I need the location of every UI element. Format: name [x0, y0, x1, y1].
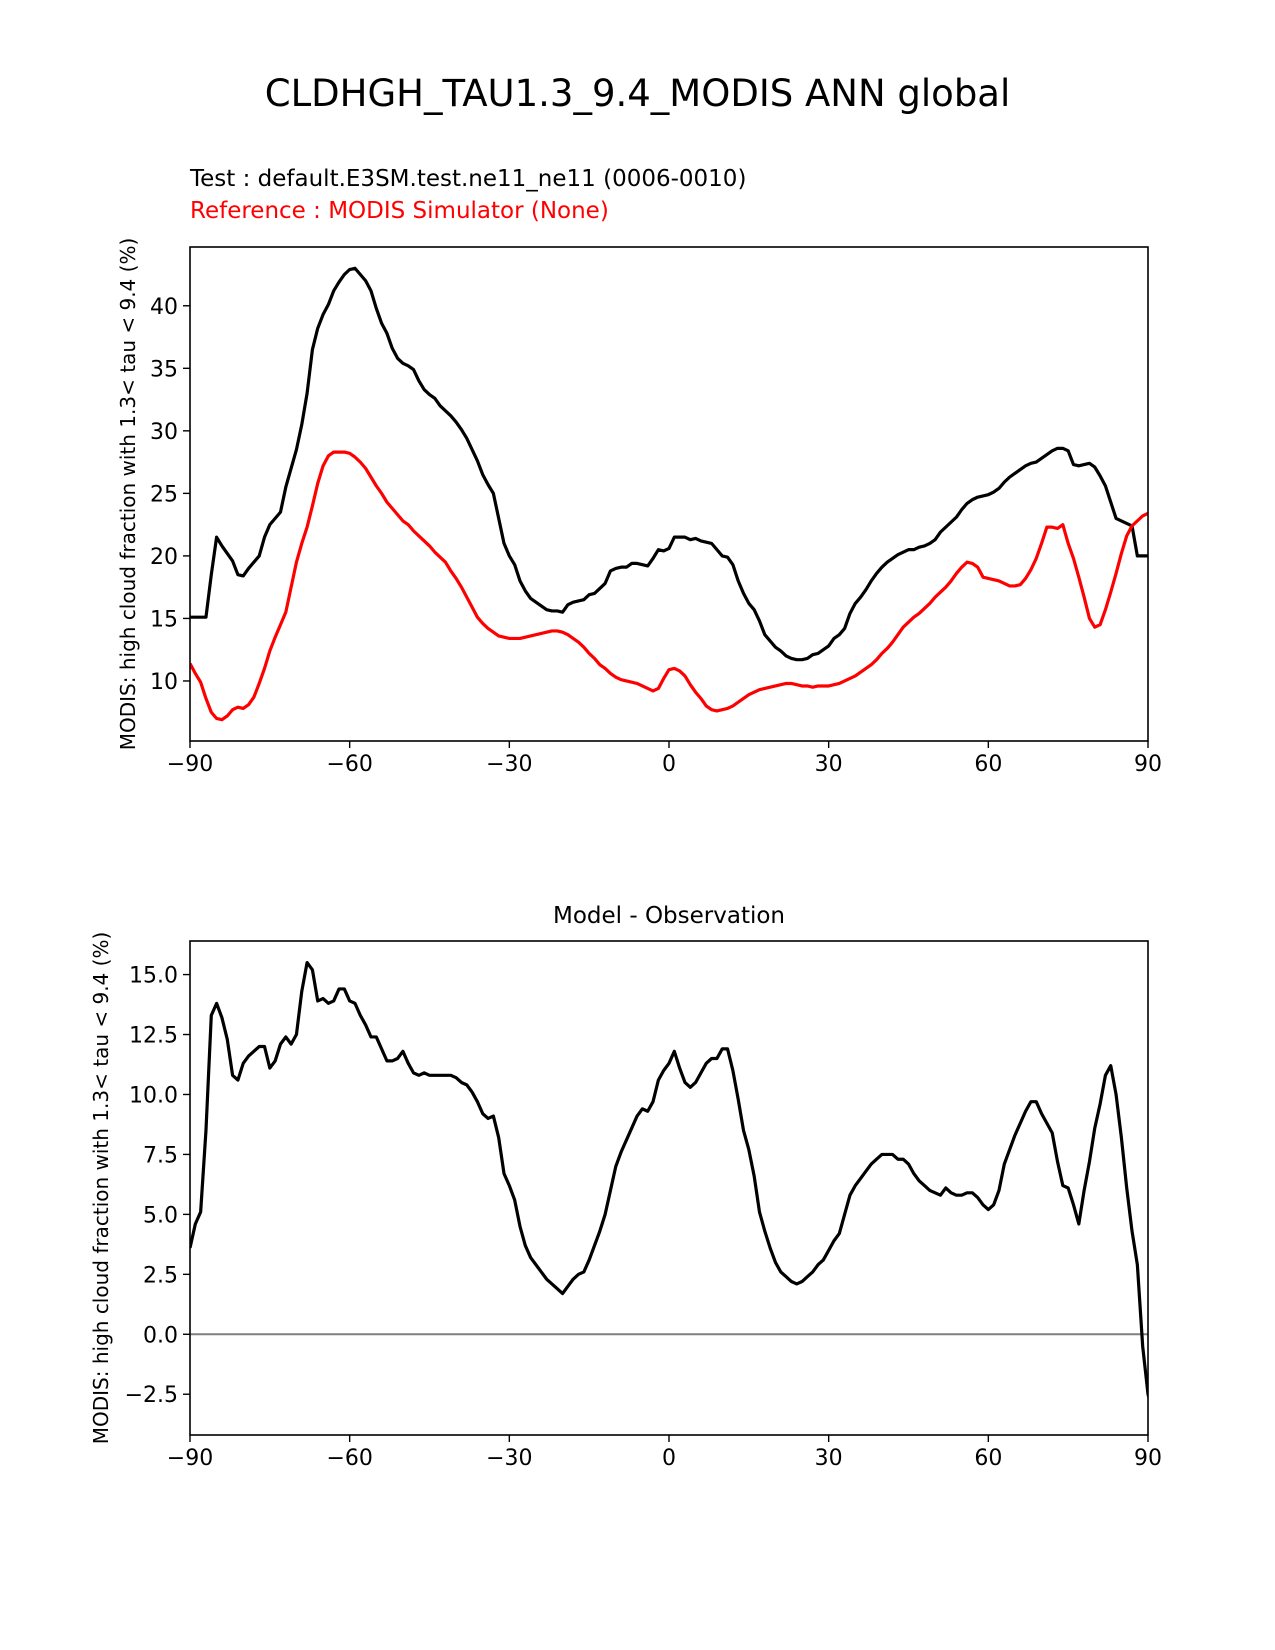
x-tick-label: −60	[326, 1446, 372, 1471]
y-tick-label: 10	[150, 670, 178, 695]
y-tick-label: 15	[150, 607, 178, 632]
x-tick-label: −30	[486, 752, 532, 777]
reference-label: Reference : MODIS Simulator (None)	[190, 198, 609, 224]
x-tick-label: 90	[1134, 1446, 1162, 1471]
top-line-chart: −90 −60 −30 0 30 60 90 10 15 20 25 30 35 40 MODIS: hig…	[116, 238, 1162, 777]
x-tick-label: 0	[662, 752, 676, 777]
y-tick-label: 2.5	[143, 1263, 178, 1288]
x-tick-label: 0	[662, 1446, 676, 1471]
x-tick-label: 60	[974, 752, 1002, 777]
y-tick-label: 5.0	[143, 1203, 178, 1228]
y-axis-label: MODIS: high cloud fraction with 1.3< tau…	[116, 238, 140, 750]
y-tick-label: 20	[150, 545, 178, 570]
series-line-test	[190, 266, 1148, 662]
y-tick-label: 7.5	[143, 1143, 178, 1168]
x-tick-label: 60	[974, 1446, 1002, 1471]
x-tick-label: 30	[815, 752, 843, 777]
figure-title: CLDHGH_TAU1.3_9.4_MODIS ANN global	[264, 72, 1011, 115]
y-tick-label: 12.5	[129, 1024, 178, 1049]
x-tick-label: 90	[1134, 752, 1162, 777]
x-tick-label: −90	[167, 752, 213, 777]
y-tick-label: −2.5	[125, 1383, 178, 1408]
plot-frame	[189, 940, 1149, 1436]
y-tick-label: 0.0	[143, 1323, 178, 1348]
x-tick-label: 30	[815, 1446, 843, 1471]
y-tick-label: 40	[150, 295, 178, 320]
series-line-reference	[190, 450, 1148, 722]
difference-line-chart: −90 −60 −30 0 30 60 90 −2.5 0.0 2.5 5.0 7.5 10.0 12.5…	[89, 932, 1162, 1471]
x-tick-label: −90	[167, 1446, 213, 1471]
x-tick-label: −60	[326, 752, 372, 777]
y-tick-label: 10.0	[129, 1083, 178, 1108]
series-line-test	[190, 960, 1148, 1401]
y-tick-label: 35	[150, 357, 178, 382]
difference-chart-title: Model - Observation	[552, 903, 786, 929]
y-tick-label: 30	[150, 420, 178, 445]
y-axis-label: MODIS: high cloud fraction with 1.3< tau…	[89, 932, 113, 1444]
x-tick-label: −30	[486, 1446, 532, 1471]
y-tick-label: 15.0	[129, 964, 178, 989]
test-label: Test : default.E3SM.test.ne11_ne11 (0006…	[190, 166, 747, 192]
y-tick-label: 25	[150, 482, 178, 507]
